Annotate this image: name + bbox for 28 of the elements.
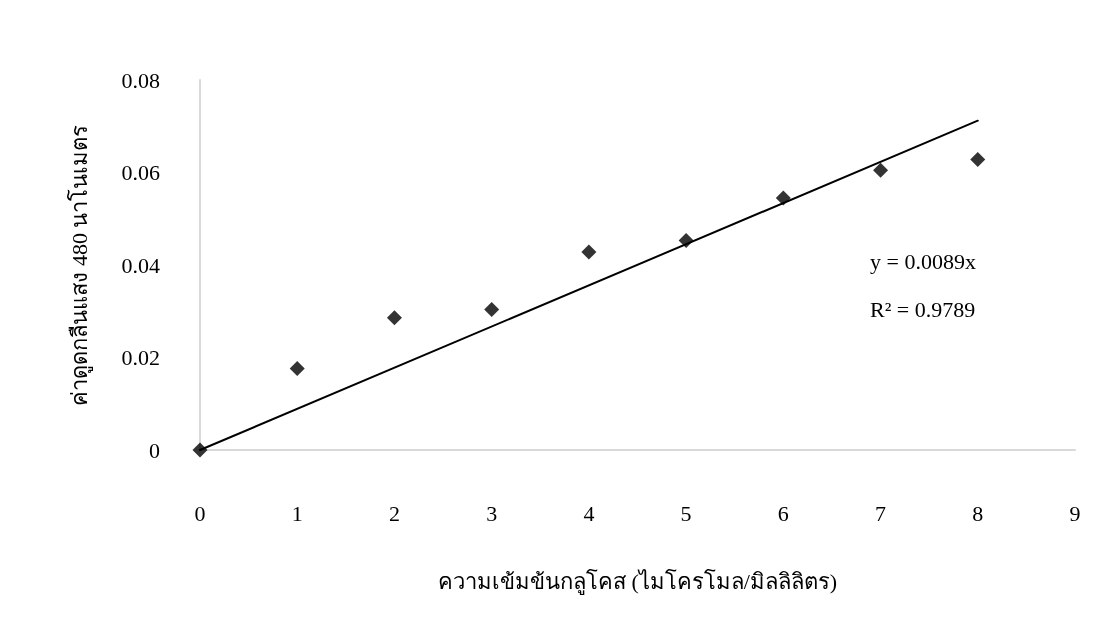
x-tick-label: 5 [680, 500, 692, 526]
point [192, 442, 208, 458]
annotation: y = 0.0089x [870, 248, 976, 274]
point [289, 361, 305, 377]
point [970, 152, 986, 168]
point [678, 232, 694, 248]
y-tick-label: 0.06 [121, 160, 160, 185]
x-tick-label: 6 [777, 500, 789, 526]
x-tick-label: 4 [583, 500, 595, 526]
y-tick-label: 0.08 [121, 67, 160, 93]
point [775, 190, 791, 206]
point [386, 310, 402, 326]
x-tick-label: 2 [388, 500, 400, 526]
x-tick-label: 9 [1069, 500, 1081, 526]
x-tick-label: 8 [972, 500, 984, 526]
x-tick-label: 0 [194, 500, 206, 526]
annotation: R² = 0.9789 [870, 296, 976, 322]
x-axis-title: ความเข้มข้นกลูโคส (ไมโครโมล/มิลลิลิตร) [437, 568, 838, 595]
y-tick-label: 0.04 [121, 252, 160, 278]
point [484, 301, 500, 317]
point [873, 162, 889, 178]
y-tick-label: 0 [149, 437, 160, 463]
y-tick-label: 0.02 [121, 345, 160, 370]
x-tick-label: 1 [291, 500, 303, 526]
y-axis-title: ค่าดูดกลืนแสง 480 นาโนเมตร [66, 124, 93, 406]
x-tick-label: 7 [875, 500, 887, 526]
x-tick-label: 3 [486, 500, 498, 526]
point [581, 244, 597, 260]
